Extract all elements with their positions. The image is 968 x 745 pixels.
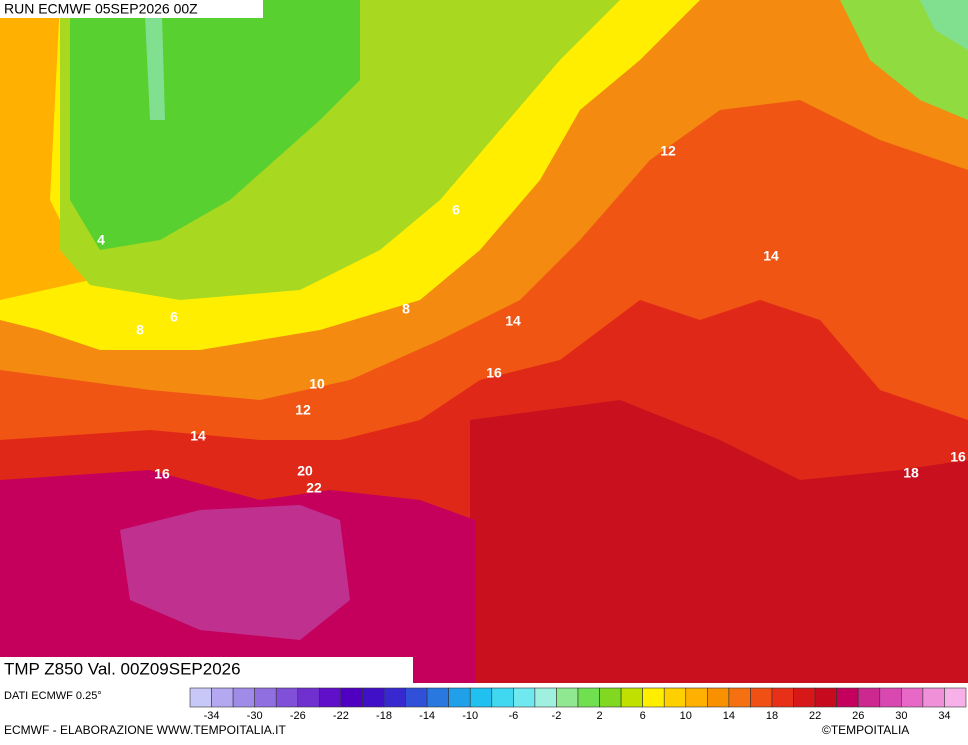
contour-label: 14 [505,313,521,329]
colorbar-cell [750,687,773,708]
contour-label: 4 [97,232,105,248]
colorbar-cell [275,687,299,708]
temp-zone [0,0,90,300]
map-title: TMP Z850 Val. 00Z09SEP2026 [4,659,241,678]
copyright: ©TEMPOITALIA [822,723,909,737]
colorbar-cell [728,687,751,708]
colorbar-tick-label: 34 [938,710,950,722]
colorbar-tick-label: -6 [508,710,518,722]
contour-label: 18 [903,465,919,481]
temp-zone [145,15,165,120]
colorbar-cell [383,687,406,708]
colorbar-tick-label: -10 [462,710,478,722]
data-source: DATI ECMWF 0.25° [4,690,102,702]
colorbar-tick-label: -14 [419,710,435,722]
colorbar-tick-label: 10 [680,710,692,722]
contour-label: 6 [452,202,460,218]
colorbar-cell [232,687,255,708]
colorbar-cell [922,687,945,708]
colorbar-cell [642,687,665,708]
colorbar-cell [469,687,493,708]
contour-label: 12 [660,143,676,159]
colorbar-cell [556,687,579,708]
colorbar-cell [620,687,643,708]
contour-label: 14 [190,428,206,444]
run-label: RUN ECMWF 05SEP2026 00Z [4,1,198,17]
colorbar-cell [663,687,687,708]
colorbar-tick-label: 2 [596,710,602,722]
colorbar-tick-label: -22 [333,710,349,722]
contour-label: 16 [486,365,502,381]
colorbar-cell [340,687,363,708]
colorbar-cell [448,687,471,708]
colorbar-cell [362,687,385,708]
temp-zone [920,0,968,50]
credit: ECMWF - ELABORAZIONE WWW.TEMPOITALIA.IT [4,723,286,737]
colorbar-tick-label: -26 [290,710,306,722]
title-box [0,657,413,683]
colorbar-tick-label: -2 [552,710,562,722]
contour-label: 20 [297,463,313,479]
colorbar-tick-label: 26 [852,710,864,722]
contour-label: 8 [136,322,144,338]
colorbar-cell [254,687,277,708]
contour-label: 10 [309,376,325,392]
contour-label: 8 [402,301,410,317]
colorbar-tick-label: -30 [247,710,263,722]
colorbar-tick-label: 22 [809,710,821,722]
colorbar-cell [814,687,837,708]
colorbar-cell [879,687,902,708]
contour-label: 22 [306,480,322,496]
colorbar-cell [771,687,794,708]
colorbar-cell [534,687,557,708]
colorbar-cell [793,687,816,708]
colorbar-cell [297,687,320,708]
temp-zone [470,400,968,683]
colorbar-tick-label: 30 [895,710,907,722]
colorbar-cell [577,687,600,708]
colorbar-cell [857,687,881,708]
colorbar-cell [426,687,449,708]
temp-zone [70,0,360,250]
contour-label: 6 [170,309,178,325]
colorbar-tick-label: -18 [376,710,392,722]
colorbar: -34 -30 -26 -22 -18 -14 -10 -6 -2 2 6 10 14 18 22 26 30 3… [189,687,967,722]
colorbar-tick-label: 18 [766,710,778,722]
colorbar-cell [685,687,708,708]
colorbar-tick-label: 6 [640,710,646,722]
temp-zone [120,505,350,640]
colorbar-cell [836,687,859,708]
colorbar-cell [319,687,342,708]
colorbar-cell [901,687,924,708]
colorbar-cell [405,687,428,708]
colorbar-tick-label: -34 [204,710,220,722]
run-box [0,0,263,18]
contour-label: 16 [154,466,170,482]
contour-label: 14 [763,248,779,264]
colorbar-cell [211,687,234,708]
colorbar-cell [707,687,730,708]
colorbar-tick-label: 14 [723,710,735,722]
colorbar-cell [513,687,536,708]
colorbar-cell [491,687,514,708]
contour-label: 12 [295,402,311,418]
colorbar-cell [189,687,212,708]
colorbar-cell [599,687,622,708]
contour-label: 16 [950,449,966,465]
colorbar-cell [944,687,967,708]
